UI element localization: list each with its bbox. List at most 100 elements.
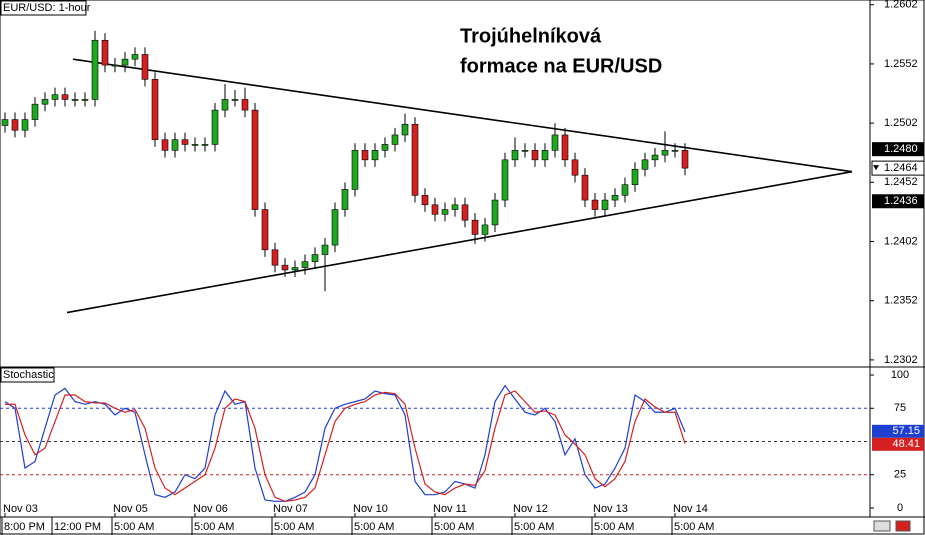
y-tick-label: 1.2452 [884, 176, 918, 188]
candle-body [531, 150, 539, 161]
y-tick-label: 1.2602 [884, 0, 918, 11]
candle-body [281, 264, 289, 271]
candle-body [251, 109, 259, 210]
candle-body [351, 150, 359, 190]
candle-body [181, 139, 189, 145]
candle-body [501, 159, 509, 201]
y-tick-label: 1.2502 [884, 117, 918, 129]
candle-body [591, 199, 599, 210]
candle-body [81, 99, 89, 101]
x-time-label: 5:00 AM [594, 521, 634, 533]
candle-body [641, 159, 649, 170]
candle-body [331, 209, 339, 246]
candle-body [61, 94, 69, 100]
annotation: Trojúhelníková [460, 25, 602, 47]
value-label-box [872, 437, 924, 451]
candle-body [461, 204, 469, 221]
trendline [66, 170, 853, 314]
x-tick-label: Nov 07 [273, 503, 308, 515]
value-label-box [872, 424, 924, 438]
candle-body [421, 195, 429, 206]
candle-body [261, 209, 269, 251]
title-box [0, 0, 87, 16]
candle-body [431, 204, 439, 215]
candle-body [141, 54, 149, 80]
candle-body [551, 134, 559, 151]
y-tick-label: 0 [897, 502, 903, 514]
candle-body [601, 199, 609, 210]
candle-body [41, 99, 49, 105]
price-label: 1.2480 [884, 143, 918, 155]
candle-body [71, 99, 79, 101]
x-tick-label: Nov 12 [513, 503, 548, 515]
candle-body [681, 150, 689, 169]
stochastic-line [5, 390, 686, 502]
candle-body [241, 99, 249, 111]
x-time-label: 5:00 AM [114, 521, 154, 533]
candle-body [31, 103, 39, 120]
last-price-box [871, 160, 925, 176]
candle-body [521, 150, 529, 152]
candle-body [511, 150, 519, 161]
candle-body [441, 209, 449, 215]
candle-body [111, 64, 119, 67]
candle-body [1, 119, 9, 126]
chart-title: EUR/USD: 1-hour [3, 2, 91, 14]
x-tick-label: Nov 06 [193, 503, 228, 515]
candle-body [621, 184, 629, 196]
y-tick-label: 100 [891, 369, 909, 381]
candle-body [231, 99, 239, 101]
candle-body [211, 109, 219, 145]
title-box [0, 367, 55, 383]
x-time-label: 12:00 PM [54, 521, 101, 533]
candle-body [101, 39, 109, 66]
icon[interactable] [873, 520, 891, 532]
price-label-box [872, 142, 924, 157]
candle-body [581, 174, 589, 201]
candle-body [91, 39, 99, 100]
candle-body [301, 261, 309, 268]
value-label: 48.41 [892, 438, 920, 450]
candle-body [321, 244, 329, 255]
x-time-label: 5:00 AM [194, 521, 234, 533]
icon[interactable] [895, 520, 911, 532]
x-tick-label: Nov 03 [3, 503, 38, 515]
candle-body [411, 124, 419, 196]
candle-body [631, 168, 639, 185]
candle-body [171, 139, 179, 151]
candle-body [201, 144, 209, 146]
candle-body [451, 204, 459, 210]
candle-body [381, 144, 389, 151]
candle-body [341, 189, 349, 210]
y-tick-label: 75 [894, 402, 906, 414]
candle-body [311, 254, 319, 262]
stochastic-line [4, 384, 686, 502]
y-tick-label: 1.2552 [884, 58, 918, 70]
x-time-label: 5:00 AM [434, 521, 474, 533]
last-price-label: 1.2464 [884, 162, 918, 174]
candle-body [51, 94, 59, 100]
x-tick-label: Nov 10 [353, 503, 388, 515]
y-tick-label: 25 [894, 469, 906, 481]
price-label-box [872, 194, 924, 209]
candle-body [21, 119, 29, 131]
x-time-label: 5:00 AM [274, 521, 314, 533]
candle-body [361, 150, 369, 161]
trendline [72, 58, 853, 173]
last-price-arrow [873, 165, 879, 171]
x-time-label: 8:00 PM [4, 521, 45, 533]
candle-body [561, 134, 569, 161]
candle-body [611, 195, 619, 201]
x-time-label: 5:00 AM [674, 521, 714, 533]
candle-body [481, 224, 489, 235]
candle-body [271, 249, 279, 266]
chart-title: Stochastic [3, 369, 54, 381]
candle-body [151, 79, 159, 140]
candle-body [371, 150, 379, 161]
candle-body [191, 144, 199, 146]
candle-body [221, 99, 229, 111]
value-label: 57.15 [892, 425, 920, 437]
candle-body [11, 119, 19, 131]
